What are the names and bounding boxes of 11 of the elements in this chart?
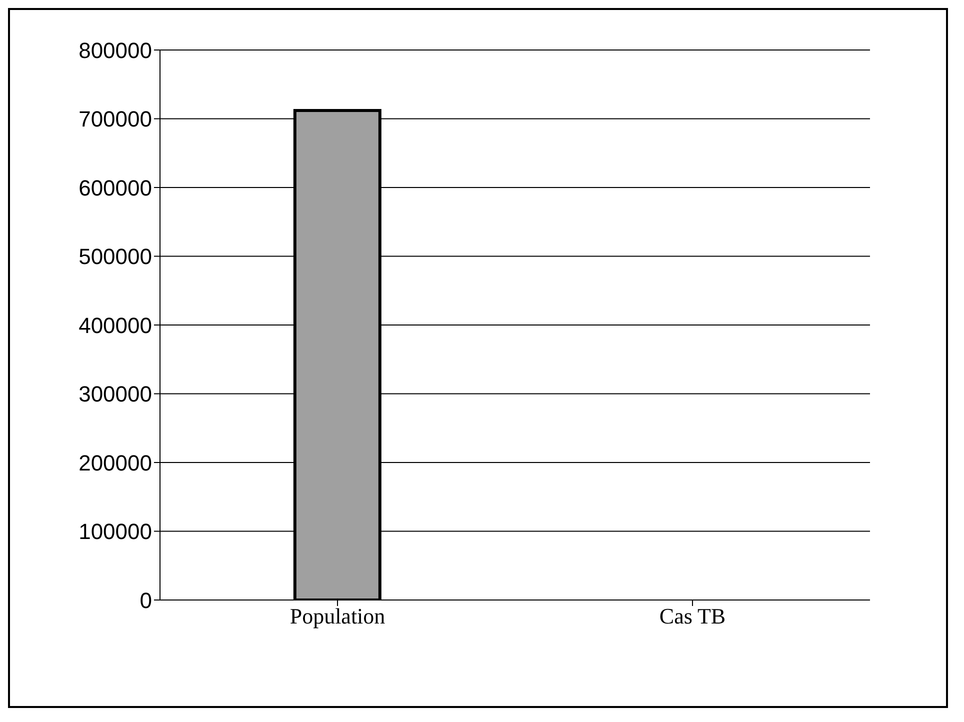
x-tick-label: Population <box>290 604 386 629</box>
y-tick-label: 400000 <box>78 312 152 338</box>
y-tick-label: 500000 <box>78 244 152 270</box>
y-tick-label: 800000 <box>78 38 152 63</box>
y-tick-label: 300000 <box>78 382 152 407</box>
y-tick-label: 200000 <box>78 450 152 476</box>
y-tick-label: 600000 <box>78 175 152 200</box>
y-tick-label: 700000 <box>78 106 152 132</box>
x-tick-label: Cas TB <box>659 604 726 629</box>
y-tick-label: 0 <box>140 588 152 613</box>
y-tick-label: 100000 <box>78 519 152 544</box>
